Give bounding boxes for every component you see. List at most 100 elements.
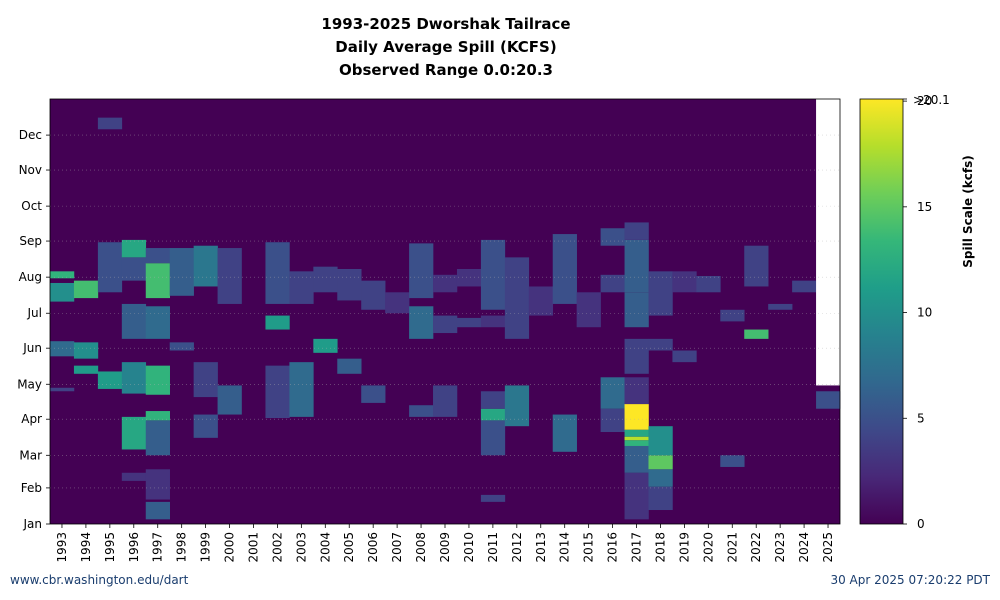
colorbar-tick-label: 10 xyxy=(917,306,932,320)
heatmap-cell xyxy=(624,404,649,430)
heatmap-cell xyxy=(624,292,649,328)
y-tick-label: Jul xyxy=(27,306,42,320)
x-tick-label: 2003 xyxy=(294,532,308,563)
x-tick-label: 2013 xyxy=(534,532,548,563)
heatmap-background xyxy=(50,99,840,524)
footer-timestamp: 30 Apr 2025 07:20:22 PDT xyxy=(830,573,990,587)
heatmap-cell xyxy=(50,282,75,302)
x-tick-label: 2001 xyxy=(246,532,260,563)
heatmap-cell xyxy=(648,469,673,487)
x-tick-label: 2022 xyxy=(749,532,763,563)
heatmap-cell xyxy=(624,222,649,240)
heatmap-cell xyxy=(600,408,625,433)
x-tick-label: 2005 xyxy=(342,532,356,563)
heatmap-cell xyxy=(648,486,673,511)
heatmap-cell xyxy=(744,329,769,339)
y-tick-label: Jan xyxy=(23,517,43,531)
heatmap-cell xyxy=(50,271,75,279)
heatmap-cell xyxy=(409,306,434,339)
heatmap-cell xyxy=(552,414,577,452)
x-tick-label: 2006 xyxy=(366,532,380,563)
colorbar-label: Spill Scale (kcfs) xyxy=(961,155,975,267)
colorbar: 0 5 10 15 20>20.1 Spill Scale (kcfs) xyxy=(859,93,975,531)
plot-area xyxy=(49,98,841,525)
x-tick-label: 2023 xyxy=(773,532,787,563)
heatmap-cell xyxy=(504,257,530,339)
x-tick-label: 2004 xyxy=(318,532,332,563)
colorbar-tick-label: 15 xyxy=(917,200,932,214)
heatmap-cell xyxy=(600,228,625,246)
heatmap-cell xyxy=(97,242,123,293)
heatmap-cell xyxy=(145,469,170,500)
heatmap-cell xyxy=(816,391,841,409)
heatmap-cell xyxy=(768,303,793,310)
chart-title: 1993-2025 Dworshak Tailrace Daily Averag… xyxy=(321,15,570,79)
heatmap-cell xyxy=(169,342,194,351)
footer-url[interactable]: www.cbr.washington.edu/dart xyxy=(10,573,189,587)
heatmap-cell xyxy=(624,377,649,405)
x-tick-label: 2014 xyxy=(558,532,572,563)
title-line-3: Observed Range 0.0:20.3 xyxy=(339,61,553,79)
y-tick-label: Nov xyxy=(19,163,42,177)
heatmap-cell xyxy=(289,271,314,304)
colorbar-tick-label: 20 xyxy=(917,94,932,108)
heatmap-cell xyxy=(624,429,649,437)
heatmap-cell xyxy=(313,338,338,353)
heatmap-cell xyxy=(480,239,506,310)
heatmap-cell xyxy=(792,280,817,293)
y-tick-label: Feb xyxy=(21,481,42,495)
x-tick-label: 2015 xyxy=(582,532,596,563)
heatmap-cell xyxy=(433,385,458,417)
y-tick-label: Sep xyxy=(19,234,42,248)
heatmap-cell xyxy=(385,292,410,314)
heatmap-cell xyxy=(409,243,434,299)
heatmap-cell xyxy=(337,358,362,374)
colorbar-tick-label: 0 xyxy=(917,517,925,531)
heatmap-cell xyxy=(313,266,338,293)
y-tick-label: May xyxy=(17,377,42,391)
missing-data-region xyxy=(816,99,840,386)
heatmap-cell xyxy=(600,377,625,409)
heatmap-cell xyxy=(145,263,170,299)
heatmap-cell xyxy=(73,342,99,359)
heatmap-cell xyxy=(145,501,170,520)
heatmap-cell xyxy=(480,420,506,456)
heatmap-cell xyxy=(552,234,577,304)
heatmap-cell xyxy=(648,426,673,456)
y-tick-label: Jun xyxy=(22,341,42,355)
heatmap-cell xyxy=(337,269,362,301)
title-line-1: 1993-2025 Dworshak Tailrace xyxy=(321,15,570,33)
x-tick-label: 2011 xyxy=(486,532,500,563)
heatmap-cell xyxy=(50,341,75,357)
x-tick-label: 2019 xyxy=(677,532,691,563)
x-tick-label: 2009 xyxy=(438,532,452,563)
y-tick-label: Oct xyxy=(21,199,42,213)
x-tick-label: 2010 xyxy=(462,532,476,563)
heatmap-cell xyxy=(409,405,434,417)
x-tick-label: 1999 xyxy=(199,532,213,563)
heatmap-cell xyxy=(576,292,601,328)
heatmap-cell xyxy=(121,416,147,450)
heatmap-cell xyxy=(744,245,769,287)
heatmap-cell xyxy=(145,306,170,339)
heatmap-cell xyxy=(50,387,75,392)
heatmap-cell xyxy=(265,315,290,330)
heatmap-cell xyxy=(648,455,673,470)
heatmap-cell xyxy=(193,362,218,398)
heatmap-cell xyxy=(720,309,745,322)
heatmap-cell xyxy=(217,248,242,304)
heatmap-cell xyxy=(480,391,506,409)
heatmap-cell xyxy=(97,117,123,130)
colorbar-gradient xyxy=(859,98,904,525)
heatmap-cell xyxy=(145,420,170,456)
x-tick-label: 1998 xyxy=(175,532,189,563)
heatmap-cell xyxy=(504,385,530,427)
x-tick-label: 2025 xyxy=(821,532,835,563)
heatmap-cell xyxy=(169,248,194,296)
heatmap-cell xyxy=(121,257,147,281)
x-tick-label: 2017 xyxy=(630,532,644,563)
heatmap-cell xyxy=(121,472,147,481)
x-tick-label: 1997 xyxy=(151,532,165,563)
heatmap-cell xyxy=(121,362,147,394)
